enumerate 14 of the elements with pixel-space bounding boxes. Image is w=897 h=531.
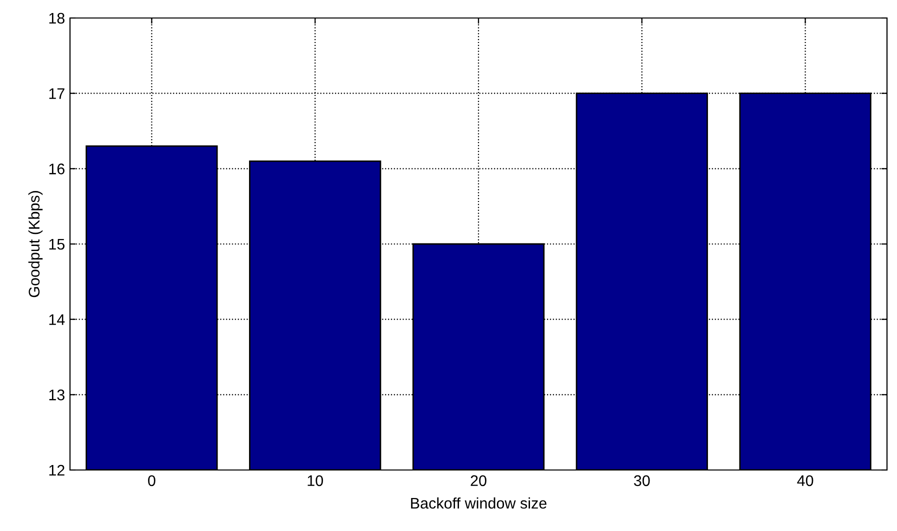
x-tick-label: 40	[797, 475, 814, 486]
x-tick-label: 10	[308, 475, 323, 486]
y-tick-label: 16	[49, 164, 64, 174]
y-tick-label: 12	[49, 464, 64, 476]
y-tick-label: 18	[49, 12, 64, 24]
y-tick-label: 13	[49, 390, 64, 400]
y-tick-label: 17	[49, 88, 64, 99]
x-tick-label: 30	[634, 475, 650, 486]
x-axis-title: Backoff window size	[411, 497, 546, 509]
x-tick-label: 0	[148, 475, 156, 486]
y-tick-label: 15	[49, 239, 64, 250]
x-tick-label: 20	[470, 475, 486, 486]
y-axis-title: Goodput (Kbps)	[28, 191, 43, 298]
y-tick-label: 14	[49, 314, 65, 325]
